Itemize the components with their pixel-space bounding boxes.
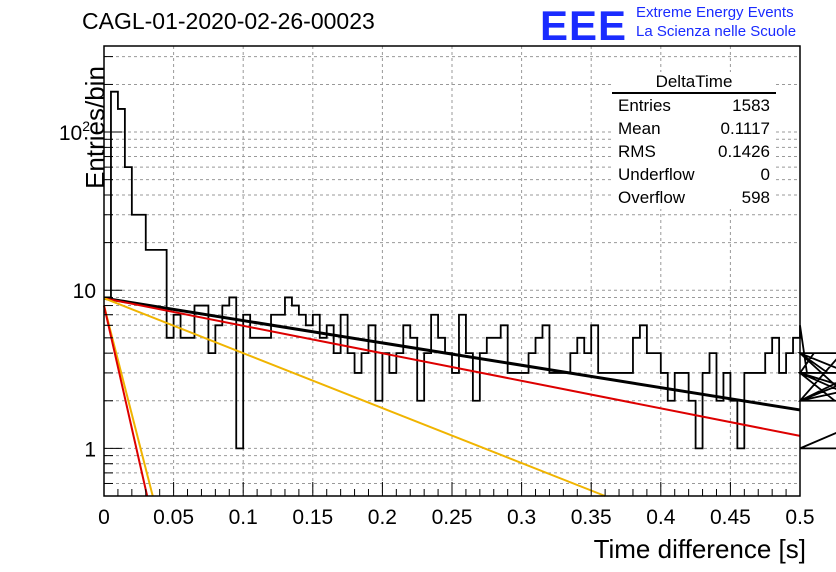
x-tick-label: 0.5 [785, 506, 814, 529]
histogram [104, 90, 836, 450]
fit-curve [103, 297, 801, 437]
x-tick-label: 0.1 [229, 506, 258, 529]
stats-row: Entries 1583 [612, 94, 776, 117]
x-tick-label: 0.3 [507, 506, 536, 529]
grid [104, 46, 800, 497]
fit-curve [103, 297, 606, 497]
x-tick-label: 0.35 [571, 506, 612, 529]
x-tick-label: 0.25 [432, 506, 473, 529]
stats-value: 0.1117 [720, 119, 770, 138]
x-tick-label: 0.2 [368, 506, 397, 529]
stats-label: Overflow [618, 188, 686, 207]
stats-row: Underflow 0 [612, 163, 776, 186]
x-tick-label: 0.05 [153, 506, 194, 529]
stats-label: Mean [618, 119, 661, 138]
eee-logo: EEE [540, 2, 628, 49]
y-tick-label: 10 [73, 280, 96, 303]
fit-curve [103, 296, 801, 412]
y-tick-label: 102 [59, 118, 90, 145]
x-tick-label: 0.45 [710, 506, 751, 529]
histogram-steps [104, 90, 836, 450]
stats-label: Entries [618, 96, 671, 115]
axis-ticks: 0 0.05 0.1 0.15 0.2 0.25 0.3 0.35 0.4 0.45 0.5 1 10 1… [59, 56, 815, 529]
stats-value: 1583 [732, 96, 770, 115]
stats-box: DeltaTime Entries 1583 Mean 0.1117 RMS 0… [612, 72, 776, 209]
logo-line-1: Extreme Energy Events [636, 4, 794, 21]
fit-curves [103, 296, 801, 497]
stats-row: Overflow 598 [612, 186, 776, 209]
stats-name: DeltaTime [612, 72, 776, 94]
stats-value: 0 [760, 165, 770, 184]
fit-curve [103, 305, 149, 497]
x-axis-label: Time difference [s] [593, 534, 806, 564]
y-tick-label: 1 [84, 438, 96, 461]
stats-value: 598 [741, 188, 770, 207]
logo-line-2: La Scienza nelle Scuole [636, 23, 797, 40]
stats-label: RMS [618, 142, 656, 161]
x-tick-label: 0 [98, 506, 110, 529]
stats-value: 0.1426 [718, 142, 770, 161]
x-tick-label: 0.15 [292, 506, 333, 529]
stats-row: RMS 0.1426 [612, 140, 776, 163]
chart-title: CAGL-01-2020-02-26-00023 [82, 8, 375, 34]
y-axis-label: Entries/bin [79, 66, 110, 189]
stats-row: Mean 0.1117 [612, 117, 776, 140]
x-tick-label: 0.4 [646, 506, 676, 529]
stats-label: Underflow [618, 165, 695, 184]
